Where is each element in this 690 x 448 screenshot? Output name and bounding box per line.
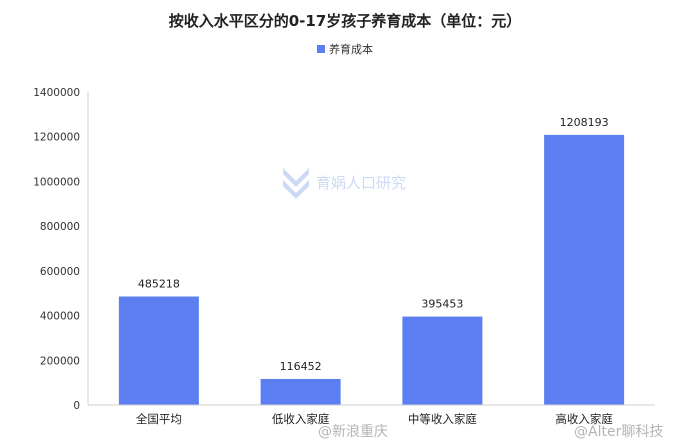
x-axis-tick-labels: 全国平均 低收入家庭 中等收入家庭 高收入家庭 xyxy=(136,412,613,426)
watermark-logo-icon xyxy=(283,168,309,199)
watermark-logo-text: 育娲人口研究 xyxy=(316,174,406,192)
x-tick-label: 中等收入家庭 xyxy=(408,412,477,426)
x-tick-label: 低收入家庭 xyxy=(272,412,330,426)
y-tick-label: 400000 xyxy=(40,311,80,323)
y-tick-label: 1200000 xyxy=(33,132,80,144)
bars xyxy=(118,134,625,405)
legend-swatch xyxy=(317,45,325,53)
bar xyxy=(118,296,199,405)
y-tick-label: 1000000 xyxy=(33,176,80,188)
chart-title: 按收入水平区分的0-17岁孩子养育成本（单位：元） xyxy=(169,12,522,30)
x-tick-label: 高收入家庭 xyxy=(555,412,613,426)
bar xyxy=(544,134,625,405)
bar-value-label: 1208193 xyxy=(560,116,609,129)
bar-data-labels: 485218 116452 395453 1208193 xyxy=(138,116,609,373)
watermark-bottom-right: @Alter聊科技 xyxy=(574,424,663,440)
legend: 养育成本 xyxy=(317,42,373,56)
bar xyxy=(260,378,341,405)
y-tick-label: 200000 xyxy=(40,355,80,367)
watermark-bottom-left: @新浪重庆 xyxy=(318,424,388,440)
x-tick-label: 全国平均 xyxy=(136,412,182,426)
y-tick-label: 0 xyxy=(73,400,80,412)
y-axis-ticks: 0 200000 400000 600000 800000 1000000 1200000 1… xyxy=(33,87,80,412)
y-tick-label: 1400000 xyxy=(33,87,80,99)
y-tick-label: 800000 xyxy=(40,221,80,233)
bar-value-label: 485218 xyxy=(138,278,180,291)
bar-value-label: 395453 xyxy=(421,298,463,311)
legend-label: 养育成本 xyxy=(329,42,373,56)
watermark-logo: 育娲人口研究 xyxy=(283,168,406,199)
bar-value-label: 116452 xyxy=(280,360,322,373)
bar xyxy=(402,316,483,405)
y-tick-label: 600000 xyxy=(40,266,80,278)
